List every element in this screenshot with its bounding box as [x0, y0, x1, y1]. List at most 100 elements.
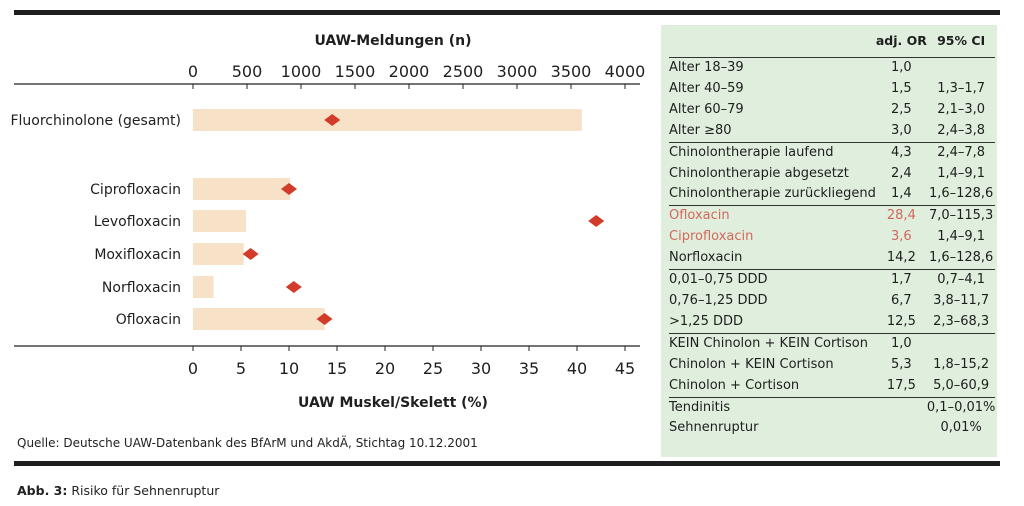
- figure-caption: Abb. 3: Risiko für Sehnenruptur: [17, 483, 219, 498]
- table-row: 0,76–1,25 DDD 6,7 3,8–11,7: [669, 291, 995, 312]
- row-ci: 0,01%: [940, 420, 982, 436]
- row-adj-or: 28,4: [875, 205, 927, 228]
- bar: [193, 109, 582, 131]
- row-adj-or: 2,4: [891, 165, 912, 181]
- row-label: Chinolon + KEIN Cortison: [669, 356, 834, 372]
- row-ci: 1,4–9,1: [937, 229, 986, 245]
- bar: [193, 243, 244, 265]
- table-row: KEIN Chinolon + KEIN Cortison 1,0: [669, 332, 996, 355]
- diamond-marker: [588, 215, 605, 227]
- top-axis-tick-label: 500: [232, 62, 263, 81]
- diamond-marker: [285, 281, 302, 293]
- bottom-rule: [14, 461, 1000, 466]
- row-adj-or: 3,0: [891, 122, 912, 138]
- row-adj-or: 1,4: [891, 186, 912, 202]
- header-adj-or: adj. OR: [875, 33, 927, 48]
- bottom-axis-tick-label: 10: [279, 359, 299, 378]
- row-ci: [926, 56, 996, 79]
- row-label: Chinolontherapie abgesetzt: [669, 165, 849, 181]
- bottom-axis-tick-label: 45: [615, 359, 635, 378]
- row-ci: 2,4–7,8: [926, 141, 996, 164]
- top-axis-tick-label: 2000: [389, 62, 430, 81]
- row-label: 0,01–0,75 DDD: [669, 269, 876, 291]
- row-adj-or: 1,7: [875, 269, 927, 291]
- row-label: Alter 18–39: [669, 56, 876, 79]
- row-adj-or: 1,0: [875, 56, 927, 79]
- table-row: Alter 60–79 2,5 2,1–3,0: [669, 100, 995, 121]
- row-adj-or: 4,3: [875, 141, 927, 164]
- table-row: Chinolon + KEIN Cortison 5,3 1,8–15,2: [669, 355, 995, 376]
- table-row: 0,01–0,75 DDD 1,7 0,7–4,1: [669, 269, 996, 291]
- row-ci: 7,0–115,3: [926, 205, 996, 228]
- bottom-axis-tick-label: 35: [519, 359, 539, 378]
- row-adj-or: 14,2: [886, 250, 916, 266]
- bar-chart: UAW-Meldungen (n) UAW Muskel/Skelett (%) 0…: [10, 33, 646, 411]
- row-label: KEIN Chinolon + KEIN Cortison: [669, 332, 876, 355]
- row-ci: 1,4–9,1: [937, 165, 986, 181]
- diamond-marker: [281, 183, 297, 195]
- bar: [193, 210, 246, 232]
- diamond-marker: [242, 248, 259, 260]
- row-label: Chinolontherapie laufend: [669, 141, 876, 164]
- bottom-axis-tick-label: 30: [471, 359, 491, 378]
- category-label: Levofloxacin: [94, 214, 181, 230]
- header-ci: 95% CI: [937, 33, 986, 48]
- source-note: Quelle: Deutsche UAW-Datenbank des BfArM…: [17, 436, 478, 450]
- top-axis-tick-label: 0: [188, 62, 198, 81]
- table-row: Chinolontherapie laufend 4,3 2,4–7,8: [669, 141, 996, 164]
- table-row: Tendinitis 0,1–0,01%: [669, 396, 996, 419]
- diamond-marker: [316, 313, 333, 325]
- row-adj-or: [875, 396, 927, 419]
- bottom-axis-tick-label: 15: [327, 359, 347, 378]
- row-adj-or: 5,3: [891, 356, 912, 372]
- caption-label: Abb. 3:: [17, 483, 68, 498]
- row-ci: 1,6–128,6: [928, 186, 994, 202]
- row-label: Alter ≥80: [669, 122, 732, 138]
- row-label: Ofloxacin: [669, 205, 876, 228]
- top-axis-tick-label: 3500: [551, 62, 592, 81]
- top-axis-tick-label: 4000: [605, 62, 646, 81]
- category-label: Moxifloxacin: [94, 247, 181, 263]
- category-label: Fluorchinolone (gesamt): [10, 113, 181, 129]
- row-adj-or: 12,5: [886, 313, 916, 329]
- bottom-axis-tick-label: 25: [423, 359, 443, 378]
- table-row: Chinolon + Cortison 17,5 5,0–60,9: [669, 376, 995, 397]
- row-label: Alter 60–79: [669, 101, 744, 117]
- bottom-axis-tick-label: 5: [236, 359, 246, 378]
- row-ci: 2,1–3,0: [937, 101, 986, 117]
- row-ci: 2,3–68,3: [933, 313, 990, 329]
- row-ci: 0,1–0,01%: [926, 396, 996, 419]
- row-ci: 2,4–3,8: [937, 122, 986, 138]
- row-label: Chinolontherapie zurückliegend: [669, 186, 876, 202]
- row-adj-or: 1,0: [875, 332, 927, 355]
- row-ci: 1,3–1,7: [937, 80, 986, 96]
- table-row: Chinolontherapie abgesetzt 2,4 1,4–9,1: [669, 164, 995, 185]
- row-label: 0,76–1,25 DDD: [669, 292, 768, 308]
- category-label: Ciprofloxacin: [90, 182, 181, 198]
- row-ci: 0,7–4,1: [926, 269, 996, 291]
- top-axis-tick-label: 3000: [497, 62, 538, 81]
- bottom-axis-tick-label: 20: [375, 359, 395, 378]
- row-adj-or: [876, 418, 927, 439]
- row-ci: 3,8–11,7: [933, 292, 990, 308]
- row-adj-or: 2,5: [891, 101, 912, 117]
- table-row: Norfloxacin 14,2 1,6–128,6: [669, 248, 995, 269]
- category-label: Norfloxacin: [102, 280, 181, 296]
- top-axis-tick-label: 1000: [281, 62, 322, 81]
- row-label: >1,25 DDD: [669, 313, 744, 329]
- row-adj-or: 3,6: [891, 229, 912, 245]
- row-adj-or: 1,5: [891, 80, 912, 96]
- table-row: Alter 40–59 1,5 1,3–1,7: [669, 79, 995, 100]
- bar: [193, 308, 325, 330]
- table-row: Chinolontherapie zurückliegend 1,4 1,6–128…: [669, 184, 995, 205]
- diamond-marker: [324, 114, 341, 126]
- table-row: Alter ≥80 3,0 2,4–3,8: [669, 121, 995, 142]
- row-label: Sehnenruptur: [669, 420, 759, 436]
- bar: [193, 276, 214, 298]
- table-header-row: adj. OR 95% CI: [669, 25, 995, 58]
- bottom-axis-title: UAW Muskel/Skelett (%): [298, 395, 488, 411]
- row-label: Norfloxacin: [669, 250, 743, 266]
- table-row: Alter 18–39 1,0: [669, 56, 996, 79]
- top-axis-tick-label: 1500: [335, 62, 376, 81]
- row-ci: [926, 332, 996, 355]
